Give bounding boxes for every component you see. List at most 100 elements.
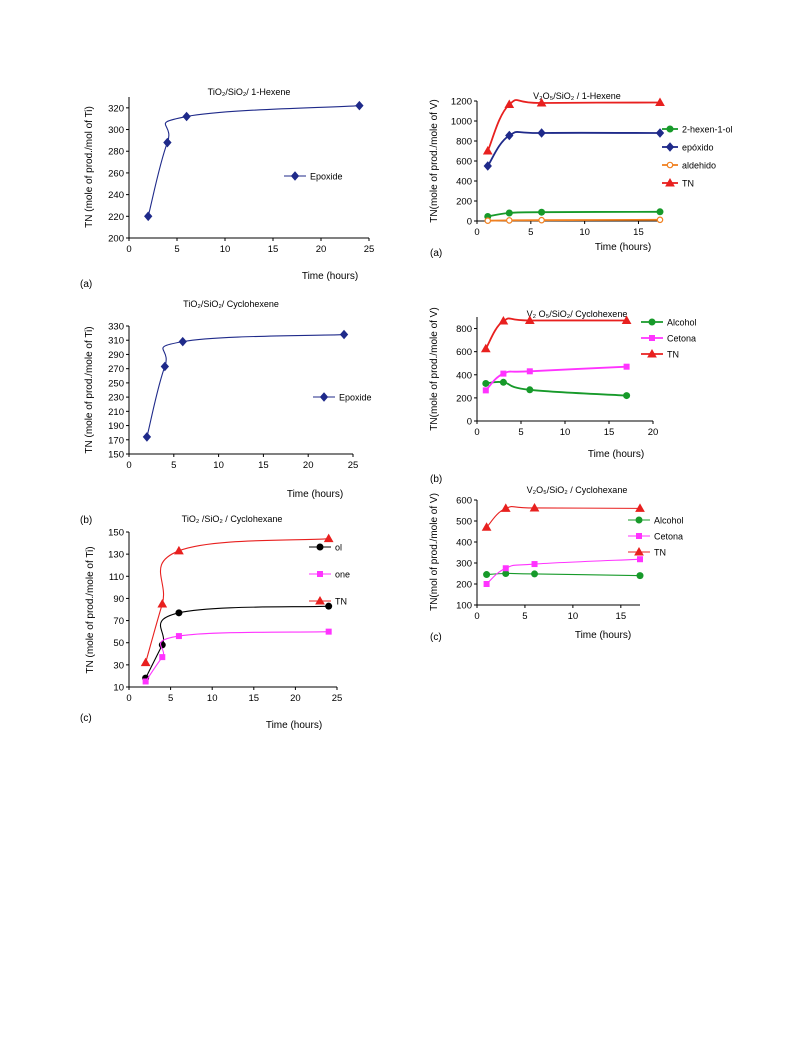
y-tick-label: 230: [108, 393, 124, 404]
legend-marker: [665, 177, 675, 187]
y-tick-label: 280: [108, 147, 124, 158]
data-point-epóxido: [505, 130, 514, 141]
x-tick-label: 25: [332, 693, 343, 704]
series-line-one: [145, 631, 329, 682]
series-line-Cetona: [485, 365, 627, 392]
legend-label: 2-hexen-1-ol: [682, 125, 733, 135]
data-point-Cetona: [526, 368, 533, 375]
x-tick-label: 15: [268, 244, 279, 255]
x-tick-label: 10: [220, 244, 231, 255]
data-point-TN: [524, 315, 535, 324]
data-point-TN: [655, 97, 665, 106]
series-line-Epoxide: [147, 105, 360, 217]
y-tick-label: 50: [113, 638, 124, 649]
y-tick-label: 0: [467, 417, 472, 428]
series-line-epóxido: [487, 131, 661, 167]
data-point-Epoxide: [142, 432, 152, 442]
x-tick-label: 0: [474, 427, 479, 438]
y-tick-label: 320: [108, 103, 124, 114]
y-tick-label: 1200: [451, 97, 472, 108]
x-tick-label: 15: [616, 611, 627, 622]
data-point-TN: [635, 503, 645, 512]
legend-label: TN: [667, 350, 679, 360]
legend-label: Alcohol: [654, 516, 684, 526]
x-axis-label: Time (hours): [588, 449, 644, 460]
y-tick-label: 210: [108, 407, 124, 418]
y-tick-label: 240: [108, 190, 124, 201]
x-tick-label: 5: [528, 227, 533, 238]
data-point-Cetona: [637, 556, 643, 563]
data-point-TN: [480, 343, 491, 353]
legend-label: Cetona: [654, 532, 683, 542]
legend-label: one: [335, 570, 350, 580]
y-tick-label: 270: [108, 364, 124, 375]
data-point-Epoxide: [163, 137, 172, 148]
data-point-TN: [323, 533, 334, 543]
x-tick-label: 20: [648, 427, 659, 438]
data-point-TN: [536, 97, 547, 107]
y-axis-label: TN (mole of prod./mole of Ti): [84, 326, 95, 453]
data-point-Cetona: [483, 581, 490, 587]
legend-label: Epoxide: [310, 172, 343, 182]
legend-marker: [666, 125, 674, 133]
x-tick-label: 15: [633, 227, 644, 238]
legend-marker: [636, 533, 642, 539]
data-point-Epoxide: [339, 329, 349, 340]
data-point-TN: [157, 598, 168, 608]
y-tick-label: 300: [456, 559, 472, 570]
data-point-Epoxide: [144, 211, 153, 222]
chart-title: TiO₂ /SiO₂ / Cyclohexane: [182, 514, 283, 524]
chart-panel-4: 0 200 400 600 800 1000 1200 0 5 10 15 V₂O₅/SiO₂ / 1…: [429, 91, 733, 259]
data-point-Epoxide: [160, 361, 170, 372]
y-tick-label: 800: [456, 324, 472, 335]
series-line-TN: [486, 99, 661, 152]
legend-marker: [634, 546, 644, 556]
legend-marker: [316, 543, 324, 551]
series-line-Epoxide: [146, 333, 345, 438]
x-tick-label: 5: [518, 427, 523, 438]
y-tick-label: 1000: [451, 117, 472, 128]
data-point-one: [142, 678, 149, 685]
legend-marker: [315, 595, 325, 605]
data-point-TN: [482, 145, 493, 155]
legend-marker: [648, 318, 656, 326]
y-tick-label: 0: [467, 217, 472, 228]
x-tick-label: 15: [249, 693, 260, 704]
legend-label: Cetona: [667, 334, 696, 344]
data-point-Cetona: [500, 370, 507, 377]
x-axis-label: Time (hours): [266, 720, 322, 731]
legend-label: ol: [335, 543, 342, 553]
series-line-TN: [486, 506, 641, 528]
data-point-TN: [498, 316, 509, 325]
x-tick-label: 15: [604, 427, 615, 438]
y-tick-label: 170: [108, 435, 124, 446]
legend-label: Alcohol: [667, 318, 697, 328]
y-tick-label: 130: [108, 550, 124, 561]
y-tick-label: 500: [456, 517, 472, 528]
data-point-TN: [529, 502, 540, 512]
x-tick-label: 0: [474, 611, 479, 622]
y-tick-label: 250: [108, 378, 124, 389]
legend-label: TN: [335, 597, 347, 607]
y-axis-label: TN(mol of prod./mole of V): [429, 493, 440, 611]
legend-label: Epoxide: [339, 393, 372, 403]
legend-label: aldehido: [682, 161, 716, 171]
legend-marker: [290, 171, 300, 181]
panel-label: (c): [430, 632, 442, 643]
y-tick-label: 260: [108, 168, 124, 179]
y-tick-label: 400: [456, 538, 472, 549]
legend-label: TN: [654, 548, 666, 558]
x-tick-label: 0: [126, 244, 131, 255]
x-tick-label: 10: [579, 227, 590, 238]
panel-label: (c): [80, 713, 92, 724]
y-tick-label: 90: [113, 594, 124, 605]
legend-label: epóxido: [682, 143, 714, 153]
data-point-one: [325, 628, 332, 635]
y-axis-label: TN (mole of prod./mol of Ti): [84, 106, 95, 228]
data-point-epóxido: [537, 128, 546, 138]
x-tick-label: 15: [258, 460, 269, 471]
data-point-2-hexen-1-ol: [538, 208, 546, 216]
data-point-Alcohol: [502, 570, 510, 577]
y-tick-label: 600: [456, 157, 472, 168]
